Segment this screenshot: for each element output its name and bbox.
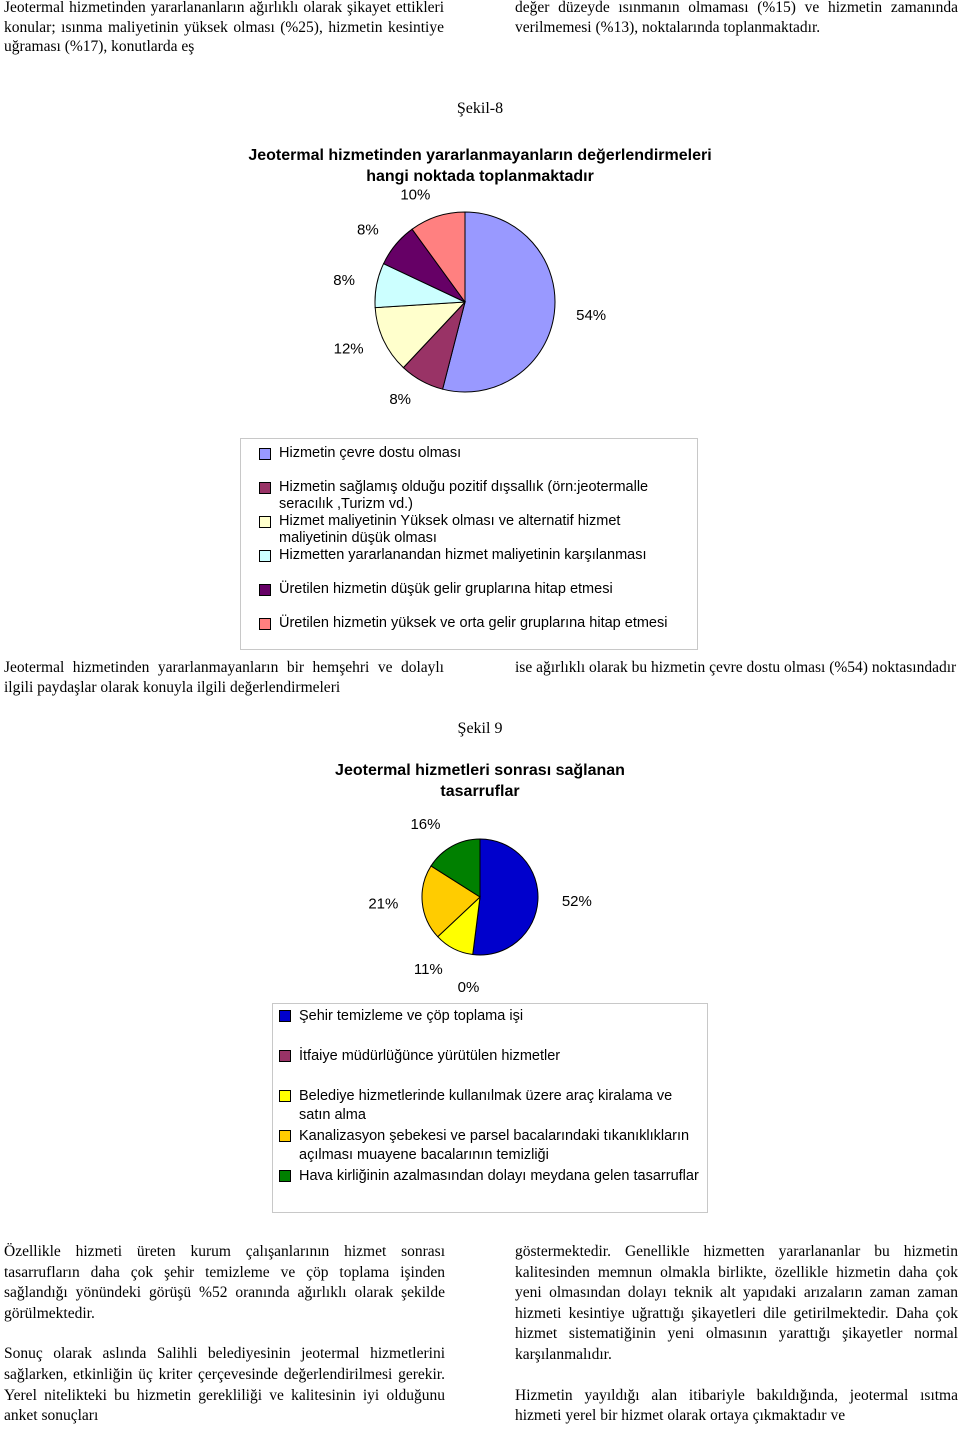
legend-swatch	[279, 1010, 291, 1022]
pie-slice	[421, 865, 481, 938]
paragraph: Hizmetin yayıldığı alan itibariyle bakıl…	[515, 1386, 958, 1425]
legend-label: Hizmetin sağlamış olduğu pozitif dışsall…	[279, 479, 649, 512]
top-right-text: değer düzeyde ısınmanın olmaması (%15) v…	[515, 0, 958, 36]
middle-left-text: Jeotermal hizmetinden yararlanmayanların…	[4, 659, 444, 696]
legend-swatch	[279, 1050, 291, 1062]
data-label: 8%	[333, 272, 355, 289]
data-label: 0%	[458, 979, 480, 996]
legend-item: Hizmetten yararlanandan hizmet maliyetin…	[259, 547, 691, 581]
data-label: 52%	[562, 893, 592, 910]
legend-item: Üretilen hizmetin düşük gelir gruplarına…	[259, 581, 691, 615]
data-label: 11%	[414, 961, 443, 978]
legend-swatch	[279, 1090, 291, 1102]
legend-swatch	[279, 1170, 291, 1182]
pie-slice	[472, 838, 539, 956]
pie-slice	[382, 228, 466, 303]
legend-label: Hava kirliğinin azalmasından dolayı meyd…	[299, 1168, 699, 1184]
pie-slice	[437, 895, 481, 956]
pie-slice	[472, 896, 481, 955]
legend: Hizmetin çevre dostu olması Hizmetin sağl…	[240, 438, 698, 650]
legend: Şehir temizleme ve çöp toplama işi İtfaiy…	[272, 1003, 708, 1213]
pie-slice	[411, 211, 466, 304]
legend-swatch	[259, 584, 271, 596]
legend-label: Üretilen hizmetin yüksek ve orta gelir g…	[279, 615, 668, 631]
legend-swatch	[259, 482, 271, 494]
pie-slice	[402, 301, 466, 390]
legend-item: Üretilen hizmetin yüksek ve orta gelir g…	[259, 615, 691, 649]
figure-caption: Şekil 9	[457, 720, 503, 737]
legend-swatch	[259, 550, 271, 562]
legend-label: Hizmetten yararlanandan hizmet maliyetin…	[279, 547, 647, 563]
legend-label: Üretilen hizmetin düşük gelir gruplarına…	[279, 581, 613, 597]
legend-item: Şehir temizleme ve çöp toplama işi	[279, 1007, 701, 1047]
legend-swatch	[279, 1130, 291, 1142]
top-left-text: Jeotermal hizmetinden yararlananların ağ…	[4, 0, 444, 55]
pie-slice	[442, 211, 556, 393]
legend-label: Belediye hizmetlerinde kullanılmak üzere…	[299, 1088, 673, 1123]
paragraph: Özellikle hizmeti üreten kurum çalışanla…	[4, 1243, 445, 1322]
legend-label: İtfaiye müdürlüğünce yürütülen hizmetler	[299, 1048, 561, 1064]
pie-slice	[374, 301, 467, 369]
middle-right-text: ise ağırlıklı olarak bu hizmetin çevre d…	[515, 659, 957, 676]
chart-title: Jeotermal hizmetleri sonrası sağlanan ta…	[335, 762, 625, 800]
pie-slice	[430, 838, 481, 898]
bottom-left-text: Özellikle hizmeti üreten kurum çalışanla…	[4, 1242, 445, 1447]
legend-item: Hizmetin çevre dostu olması	[259, 445, 691, 479]
legend-swatch	[259, 448, 271, 460]
bottom-right-text: göstermektedir. Genellikle hizmetten yar…	[515, 1242, 958, 1447]
data-label: 8%	[357, 222, 379, 239]
legend-item: Hizmetin sağlamış olduğu pozitif dışsall…	[259, 479, 691, 513]
legend-label: Kanalizasyon şebekesi ve parsel bacaları…	[299, 1128, 690, 1163]
legend-item: Hizmet maliyetinin Yüksek olması ve alte…	[259, 513, 691, 547]
legend-item: Belediye hizmetlerinde kullanılmak üzere…	[279, 1087, 701, 1127]
paragraph: göstermektedir. Genellikle hizmetten yar…	[515, 1243, 958, 1363]
data-label: 12%	[334, 341, 364, 358]
legend-swatch	[259, 618, 271, 630]
legend-item: Hava kirliğinin azalmasından dolayı meyd…	[279, 1167, 701, 1207]
data-label: 10%	[400, 186, 430, 203]
data-label: 54%	[576, 307, 606, 324]
legend-item: Kanalizasyon şebekesi ve parsel bacaları…	[279, 1127, 701, 1167]
data-label: 21%	[368, 896, 398, 913]
pie-slice	[374, 263, 466, 309]
data-label: 16%	[410, 816, 440, 833]
figure-caption: Şekil-8	[456, 100, 504, 117]
chart-title: Jeotermal hizmetinden yararlanmayanların…	[248, 147, 712, 185]
legend-label: Şehir temizleme ve çöp toplama işi	[299, 1008, 524, 1024]
legend-swatch	[259, 516, 271, 528]
legend-label: Hizmetin çevre dostu olması	[279, 445, 462, 461]
paragraph: Sonuç olarak aslında Salihli belediyesin…	[4, 1345, 445, 1425]
legend-label: Hizmet maliyetinin Yüksek olması ve alte…	[279, 513, 621, 546]
legend-item: İtfaiye müdürlüğünce yürütülen hizmetler	[279, 1047, 701, 1087]
data-label: 8%	[389, 391, 411, 408]
